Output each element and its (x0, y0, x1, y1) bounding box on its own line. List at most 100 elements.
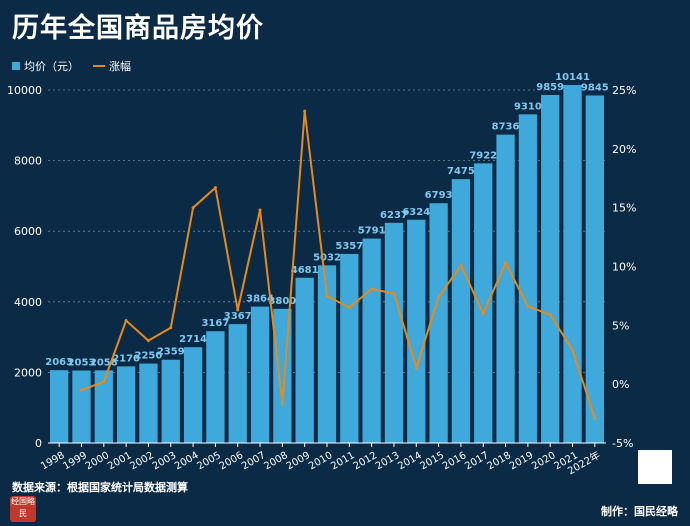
growth-point (548, 313, 552, 317)
growth-point (102, 380, 106, 384)
bar-value-label: 7922 (469, 150, 497, 161)
bar (384, 222, 404, 443)
bar (585, 95, 604, 443)
bar-value-label: 6237 (380, 210, 408, 221)
growth-point (481, 312, 485, 316)
growth-point (347, 306, 351, 310)
bar (139, 363, 158, 443)
bar-value-label: 2250 (135, 351, 163, 362)
bar-value-label: 2063 (45, 357, 73, 368)
growth-point (325, 294, 329, 298)
y-left-tick-label: 10000 (7, 84, 42, 97)
bar-value-label: 5357 (335, 241, 363, 252)
bar (407, 219, 426, 443)
growth-point (79, 388, 83, 392)
bar-value-label: 9845 (581, 82, 609, 93)
y-left-tick-label: 2000 (14, 366, 42, 379)
y-right-tick-label: 20% (612, 143, 636, 156)
y-right-tick-label: -5% (612, 437, 633, 450)
growth-point (370, 287, 374, 291)
bars (50, 85, 604, 444)
bar-value-label: 8736 (492, 122, 520, 133)
bar (563, 85, 582, 443)
bar-value-label: 3864 (246, 294, 274, 305)
bar (228, 324, 247, 443)
bar (94, 370, 113, 443)
bar (518, 114, 538, 444)
bar-value-label: 2359 (157, 347, 185, 358)
bar-value-label: 9859 (536, 82, 564, 93)
y-right-tick-label: 10% (612, 261, 636, 274)
bar (496, 134, 515, 443)
bar (72, 370, 91, 443)
bar-value-label: 10141 (555, 72, 590, 83)
growth-point (280, 402, 284, 406)
bar-value-label: 6324 (402, 207, 430, 218)
growth-point (593, 416, 597, 420)
legend: 均价（元） 涨幅 (12, 58, 131, 74)
growth-point (526, 305, 530, 309)
growth-point (236, 308, 240, 312)
y-left-tick-label: 6000 (14, 225, 42, 238)
growth-point (169, 326, 173, 330)
bar (474, 163, 493, 443)
bar-value-label: 2053 (68, 358, 96, 369)
bar (183, 347, 203, 443)
bar-value-label: 2714 (179, 334, 207, 345)
bar (116, 366, 136, 443)
axes: 0 2000 4000 6000 8000 10000 -5% 0% 5% 10% 15% 20% 25… (7, 84, 636, 450)
growth-point (191, 206, 195, 210)
y-left-tick-label: 8000 (14, 155, 42, 168)
bar-value-label: 3800 (268, 296, 296, 307)
y-right-tick-label: 5% (612, 319, 629, 332)
bar-value-label: 3367 (224, 311, 252, 322)
growth-point (437, 295, 441, 299)
bar (50, 370, 69, 443)
bar (362, 238, 381, 443)
page-title: 历年全国商品房均价 (12, 13, 264, 44)
bar-value-label: 5791 (358, 226, 386, 237)
logo: 经国略民 (10, 496, 36, 522)
bar-value-label: 4681 (291, 265, 319, 276)
growth-point (303, 109, 307, 113)
bar-value-label: 5032 (313, 252, 341, 263)
qr-code-icon (638, 450, 672, 484)
growth-point (213, 186, 217, 190)
growth-point (392, 292, 396, 296)
bar (541, 94, 560, 444)
legend-bar-label: 均价（元） (24, 60, 79, 73)
bar (206, 331, 225, 443)
y-right-tick-label: 15% (612, 202, 636, 215)
growth-point (414, 366, 418, 370)
y-right-tick-label: 25% (612, 84, 636, 97)
y-left-tick-label: 4000 (14, 296, 42, 309)
growth-point (124, 319, 128, 323)
bar (317, 265, 337, 443)
growth-line (79, 109, 597, 420)
y-left-tick-label: 0 (35, 437, 42, 450)
growth-point (571, 348, 575, 352)
bar (250, 306, 270, 443)
bar-value-label: 2170 (112, 353, 140, 364)
legend-line-swatch (93, 65, 105, 67)
legend-bar-swatch (12, 62, 20, 70)
legend-line-label: 涨幅 (109, 60, 131, 73)
growth-point (146, 339, 150, 343)
bar-value-label: 6793 (425, 190, 453, 201)
y-right-tick-label: 0% (612, 378, 629, 391)
bar-value-label: 3167 (201, 318, 229, 329)
bar (429, 203, 448, 443)
growth-point (504, 261, 508, 265)
growth-point (258, 208, 262, 212)
bar-value-label: 2058 (90, 357, 118, 368)
source-note: 数据来源：根据国家统计局数据测算 (12, 481, 188, 494)
maker-credit: 制作：国民经略 (601, 505, 678, 518)
bar-value-label: 7475 (447, 166, 475, 177)
growth-point (459, 263, 463, 267)
bar (340, 253, 359, 443)
bar (451, 179, 471, 443)
bar-value-label: 9310 (514, 101, 542, 112)
bar (295, 277, 314, 443)
